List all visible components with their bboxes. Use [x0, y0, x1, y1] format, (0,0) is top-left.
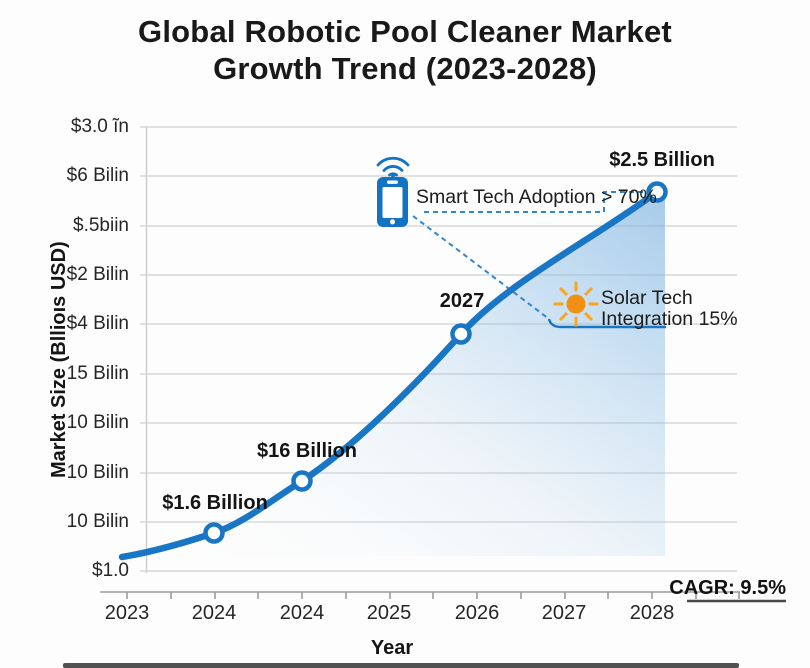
y-tick-label: 10 Bilin	[66, 412, 129, 433]
y-tick-label: $6 Bilin	[66, 165, 129, 186]
point-label-2027: 2027	[439, 290, 485, 312]
cagr-label: CAGR: 9.5%	[669, 577, 786, 599]
x-tick-label: 2024	[191, 602, 237, 624]
x-tick-label: 2027	[541, 602, 587, 624]
solar-tech-underline	[547, 318, 666, 329]
data-point-2028	[646, 181, 668, 203]
point-label-16-billion: $16 Billion	[256, 440, 358, 462]
y-tick-label: 15 Bilin	[66, 363, 129, 384]
y-tick-label: $1.0	[92, 560, 129, 581]
solar-tech-callout-dashed-line	[412, 215, 550, 320]
solar-tech-annotation-line1: Solar Tech	[601, 287, 693, 309]
data-point-2026	[450, 323, 472, 345]
data-point-2024b	[291, 470, 313, 492]
smart-tech-callout-dashed-line	[424, 191, 645, 213]
smart-tech-annotation-text: Smart Tech Adoption > 70%	[416, 186, 657, 208]
x-tick-label: 2023	[104, 602, 150, 624]
point-label-2-5-billion: $2.5 Billion	[609, 149, 715, 171]
x-tick-label: 2024	[279, 602, 325, 624]
x-axis-ticks	[126, 592, 740, 599]
y-tick-label: $2 Bilin	[66, 264, 129, 285]
chart-title-line1: Global Robotic Pool Cleaner Market	[138, 14, 672, 49]
y-tick-label: $4 Bilin	[66, 313, 129, 334]
y-tick-label: $.5biin	[73, 215, 129, 236]
x-tick-label: 2026	[454, 602, 500, 624]
solar-tech-annotation-line2: Integration 15%	[601, 308, 738, 330]
curve-area-fill	[122, 192, 665, 557]
y-tick-label: 10 Bilin	[66, 462, 129, 483]
x-tick-label: 2028	[629, 602, 675, 624]
y-tick-label: $3.0 ĩn	[70, 116, 129, 137]
smartphone-icon	[377, 177, 408, 227]
x-tick-label: 2025	[366, 602, 412, 624]
data-point-2024	[203, 522, 225, 544]
chart-title-line2: Growth Trend (2023-2028)	[213, 51, 597, 86]
x-axis-title: Year	[370, 637, 414, 659]
wifi-icon	[376, 156, 410, 179]
data-point-markers	[203, 181, 668, 544]
point-label-1-6-billion: $1.6 Billion	[162, 492, 268, 514]
y-tick-label: 10 Bilin	[66, 511, 129, 532]
sun-icon	[553, 281, 599, 327]
bottom-strip	[63, 663, 739, 668]
